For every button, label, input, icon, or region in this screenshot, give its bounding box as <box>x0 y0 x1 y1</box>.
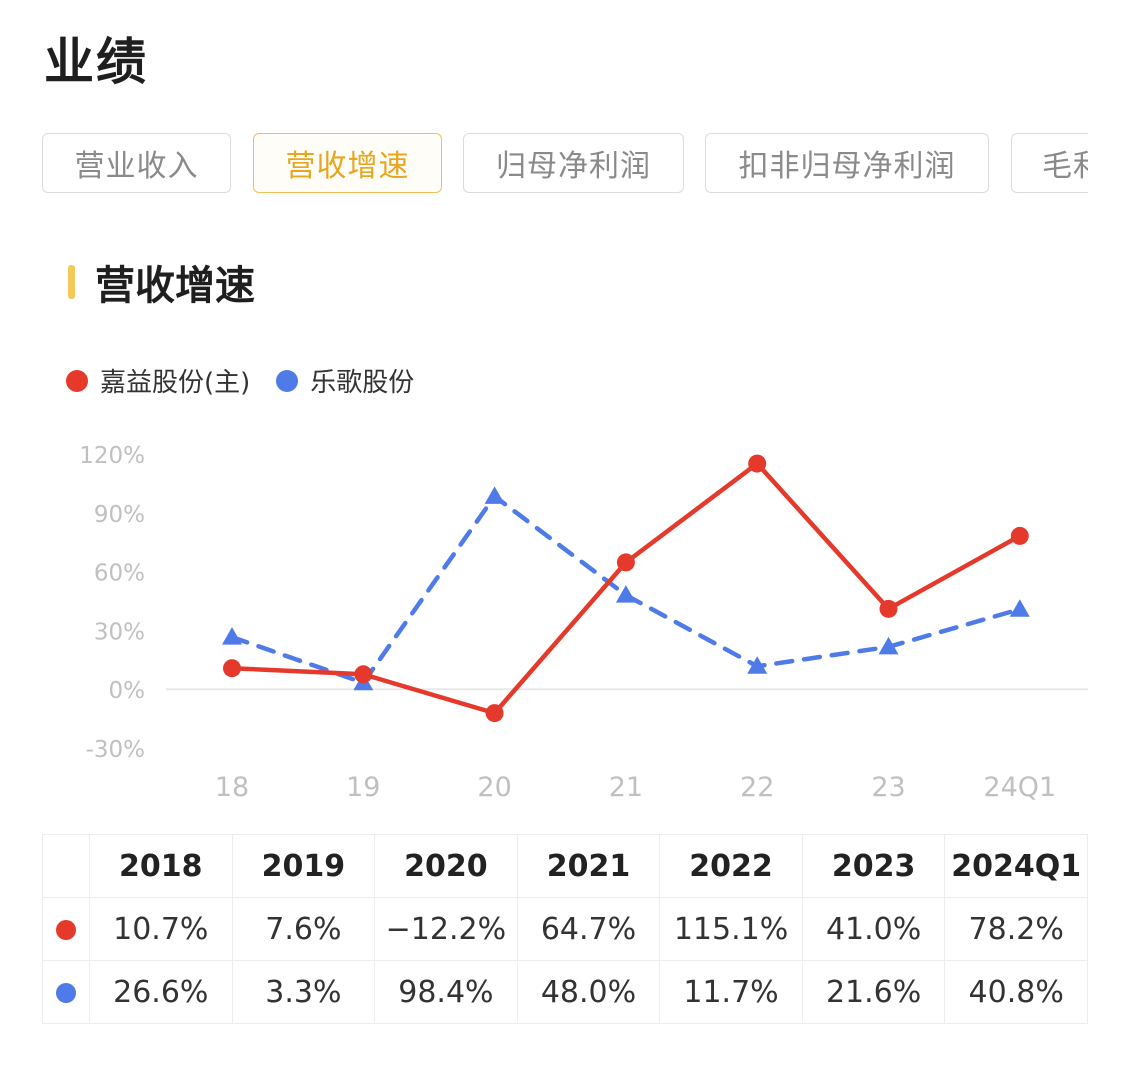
legend-label-jiayi: 嘉益股份(主) <box>100 368 251 398</box>
section-accent-bar <box>68 265 75 299</box>
growth-line-chart: 120% 90% 60% 30% 0% -30% 18 19 20 21 22 23 24Q1 <box>79 443 1088 803</box>
table-cell: 64.7% <box>516 897 661 961</box>
tab-net-profit[interactable]: 归母净利润 <box>463 133 684 193</box>
data-point-jiayi <box>354 665 373 684</box>
data-point-lege <box>222 627 242 645</box>
tab-revenue[interactable]: 营业收入 <box>42 133 231 193</box>
table-cell: 48.0% <box>516 960 661 1024</box>
x-tick-label: 19 <box>346 772 380 803</box>
legend-item-jiayi[interactable]: 嘉益股份(主) <box>66 362 250 399</box>
table-cell: 7.6% <box>231 897 376 961</box>
x-tick-label: 18 <box>215 772 249 803</box>
blue-dot-icon <box>56 983 76 1003</box>
y-tick-label: 90% <box>94 502 145 528</box>
x-tick-label: 23 <box>871 772 905 803</box>
table-header-2020: 2020 <box>374 834 518 898</box>
table-cell: 26.6% <box>89 960 233 1024</box>
table-corner-cell <box>42 834 90 898</box>
data-point-jiayi <box>485 704 504 723</box>
legend-red-dot-icon <box>66 369 88 392</box>
y-tick-label: 30% <box>94 619 145 645</box>
y-tick-label: 0% <box>109 678 146 704</box>
tab-gross-margin[interactable]: 毛利率 <box>1011 133 1088 193</box>
metric-tabs: 营业收入 营收增速 归母净利润 扣非归母净利润 毛利率 <box>42 133 1088 197</box>
data-point-lege <box>1009 599 1030 617</box>
table-cell: −12.2% <box>374 897 518 961</box>
table-cell: 78.2% <box>944 897 1088 961</box>
table-header-2019: 2019 <box>231 834 376 898</box>
data-point-lege <box>615 585 636 603</box>
x-tick-label: 20 <box>477 772 511 803</box>
data-point-jiayi <box>223 659 241 678</box>
table-header-2023: 2023 <box>801 834 946 898</box>
chart-legend: 嘉益股份(主) 乐歌股份 <box>66 362 440 399</box>
legend-item-lege[interactable]: 乐歌股份 <box>276 362 414 399</box>
table-cell: 10.7% <box>89 897 233 961</box>
table-header-row: 2018 2019 2020 2021 2022 2023 2024Q1 <box>42 834 1088 898</box>
row-marker-cell <box>42 897 90 961</box>
y-tick-label: 60% <box>94 561 145 587</box>
red-dot-icon <box>56 920 76 940</box>
growth-data-table: 2018 2019 2020 2021 2022 2023 2024Q1 10.… <box>42 834 1088 1024</box>
table-header-2018: 2018 <box>89 834 233 898</box>
x-tick-label: 22 <box>740 772 774 803</box>
x-tick-label: 24Q1 <box>983 772 1056 803</box>
table-cell: 40.8% <box>944 960 1088 1024</box>
table-cell: 3.3% <box>231 960 376 1024</box>
table-cell: 11.7% <box>659 960 803 1024</box>
table-cell: 21.6% <box>801 960 946 1024</box>
table-cell: 115.1% <box>659 897 803 961</box>
data-point-lege <box>747 656 768 674</box>
table-header-2022: 2022 <box>659 834 803 898</box>
y-tick-label: -30% <box>86 737 145 763</box>
legend-label-lege: 乐歌股份 <box>310 368 415 398</box>
data-point-lege <box>878 636 899 655</box>
row-marker-cell <box>42 960 90 1024</box>
y-tick-label: 120% <box>79 443 145 469</box>
table-cell: 98.4% <box>374 960 518 1024</box>
data-point-jiayi <box>879 599 898 618</box>
tab-revenue-growth[interactable]: 营收增速 <box>253 133 442 193</box>
page-title: 业绩 <box>44 33 148 91</box>
table-header-2024q1: 2024Q1 <box>944 834 1088 898</box>
data-point-lege <box>484 486 505 504</box>
data-point-jiayi <box>748 454 767 473</box>
table-row: 10.7% 7.6% −12.2% 64.7% 115.1% 41.0% 78.… <box>42 897 1088 961</box>
section-header: 营收增速 <box>68 258 255 309</box>
x-tick-label: 21 <box>609 772 643 803</box>
section-title: 营收增速 <box>95 263 255 309</box>
table-row: 26.6% 3.3% 98.4% 48.0% 11.7% 21.6% 40.8% <box>42 960 1088 1024</box>
table-cell: 41.0% <box>801 897 946 961</box>
legend-blue-dot-icon <box>276 369 299 392</box>
data-point-jiayi <box>616 553 635 572</box>
data-point-jiayi <box>1010 526 1029 545</box>
table-header-2021: 2021 <box>516 834 661 898</box>
tab-deducted-net-profit[interactable]: 扣非归母净利润 <box>705 133 989 193</box>
